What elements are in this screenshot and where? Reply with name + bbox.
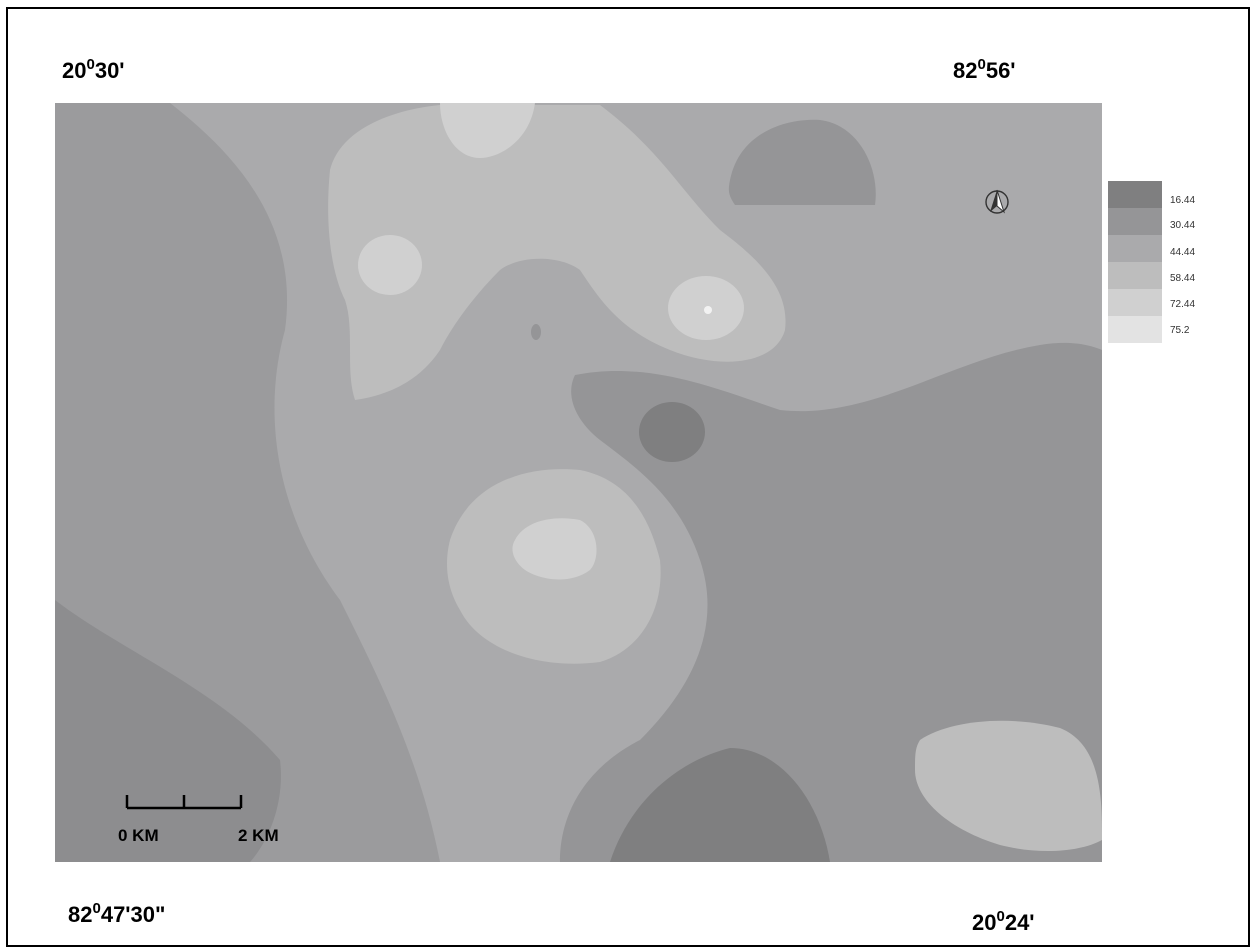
legend-swatch-1 — [1108, 181, 1162, 208]
contour-zones — [55, 103, 1102, 862]
legend-label-5: 72.44 — [1170, 299, 1196, 310]
legend-label-3: 44.44 — [1170, 247, 1196, 258]
legend-swatch-2 — [1108, 208, 1162, 235]
legend-label-2: 30.44 — [1170, 220, 1196, 231]
legend-swatch-4 — [1108, 262, 1162, 289]
zone-dot — [531, 324, 541, 340]
zone-left-lighter — [358, 235, 422, 295]
zone-top-right-dark — [728, 119, 876, 205]
legend-label-6: 75.2 — [1170, 325, 1190, 336]
legend-swatch-3 — [1108, 235, 1162, 262]
zone-peak — [704, 306, 712, 314]
scale-end-label: 2 KM — [238, 826, 279, 845]
coordinate-top-right: 82056' — [953, 56, 1016, 83]
zone-bottom-left — [55, 600, 281, 862]
coordinate-top-left: 20030' — [62, 56, 125, 83]
zone-bottom-dark — [610, 748, 830, 862]
map-frame — [6, 7, 1250, 947]
scale-start-label: 0 KM — [118, 826, 159, 845]
scale-bar — [125, 795, 243, 810]
north-arrow-icon — [985, 189, 1009, 214]
legend-label-1: 16.44 — [1170, 195, 1196, 206]
zone-lower-lighter — [512, 518, 597, 580]
legend-swatch-5 — [1108, 289, 1162, 316]
legend-swatch-6 — [1108, 316, 1162, 343]
coordinate-bottom-right: 20024' — [972, 908, 1035, 935]
zone-bottom-right-light — [915, 720, 1102, 852]
zone-small-dark — [639, 402, 705, 462]
coordinate-bottom-left: 82047'30" — [68, 900, 166, 927]
zone-upper-light — [328, 105, 786, 400]
zone-top-lighter — [440, 103, 535, 158]
legend-label-4: 58.44 — [1170, 273, 1196, 284]
